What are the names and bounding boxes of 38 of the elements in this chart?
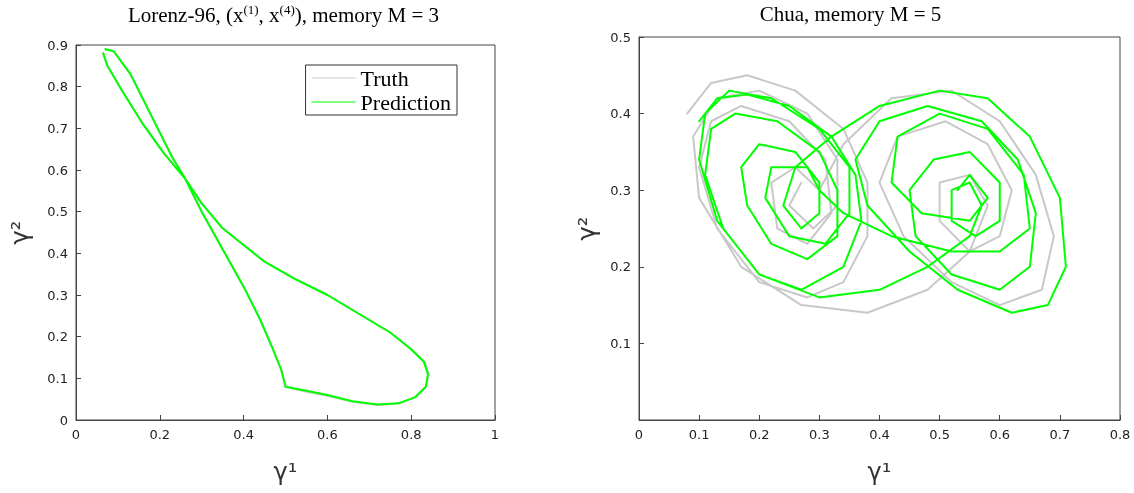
y-tick-label: 0.2 [47, 329, 68, 345]
x-tick-label: 0.3 [809, 427, 830, 442]
y-tick-label: 0.4 [610, 106, 631, 122]
y-tick-label: 0.1 [47, 370, 68, 386]
x-axis-title: γ¹ [867, 458, 892, 486]
x-tick-label: 0.7 [1049, 427, 1071, 442]
chart-title: Lorenz-96, (x$^{(1)}$, x$^{(4)}$), memory M = 3 [126, 2, 440, 28]
y-tick-label: 0.2 [610, 259, 631, 275]
x-tick-label: 1 [490, 427, 500, 442]
x-tick-label: 0 [71, 427, 81, 442]
y-tick-label: 0.3 [47, 287, 68, 303]
x-tick-label: 0.2 [149, 427, 171, 442]
y-tick-label: 0.8 [47, 79, 68, 95]
x-tick-label: 0.8 [400, 427, 422, 442]
x-tick-label: 0.4 [869, 427, 890, 442]
x-tick-label: 0.6 [989, 427, 1011, 442]
legend-label: Truth [360, 65, 409, 91]
y-tick-label: 0.7 [47, 120, 68, 136]
x-tick-label: 0.1 [688, 427, 710, 442]
x-tick-label: 0.6 [317, 427, 338, 442]
chart-title: Chua, memory M = 5 [758, 2, 943, 27]
y-tick-label: 0.9 [47, 37, 68, 53]
y-tick-label: 0 [59, 412, 68, 428]
y-tick-label: 0.3 [610, 182, 631, 198]
y-tick-label: 0.6 [47, 162, 68, 178]
legend-label: Prediction [360, 89, 452, 115]
x-axis-title: γ¹ [273, 458, 298, 486]
y-axis-title: γ² [6, 220, 34, 245]
x-tick-label: 0 [634, 427, 644, 442]
y-tick-label: 0.1 [610, 335, 631, 351]
x-tick-label: 0.8 [1109, 427, 1131, 442]
y-axis-title: γ² [573, 216, 601, 241]
x-tick-label: 0.4 [233, 427, 254, 442]
y-tick-label: 0.5 [47, 204, 68, 220]
y-tick-label: 0.4 [47, 245, 68, 261]
x-tick-label: 0.2 [748, 427, 770, 442]
y-tick-label: 0.5 [610, 29, 631, 45]
x-tick-label: 0.5 [929, 427, 950, 442]
